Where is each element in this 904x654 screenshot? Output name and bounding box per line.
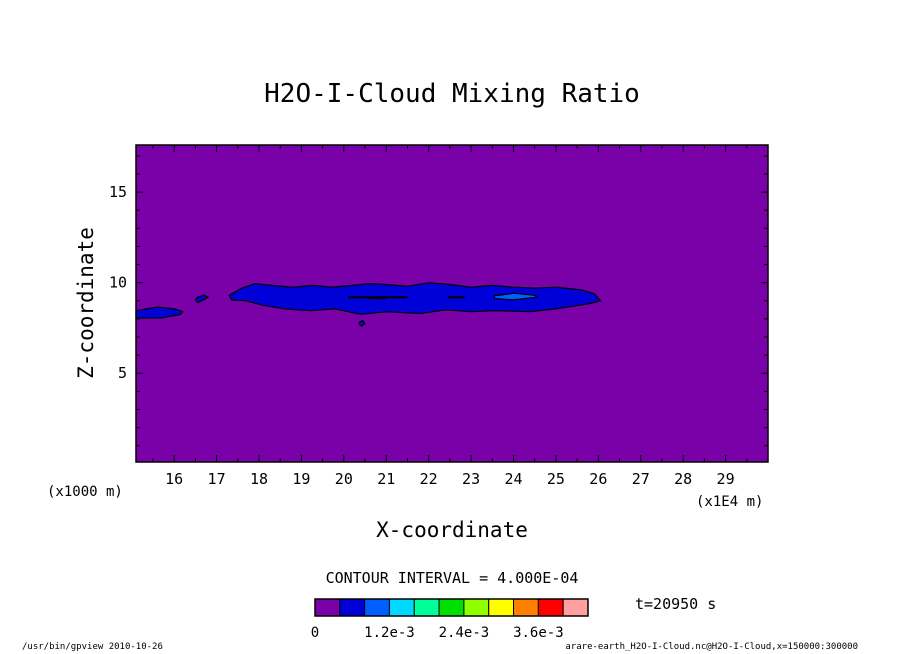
- x-axis-ticks: 16 17 18 19 20 21 22 23 24 25 26 27 28 29: [152, 145, 748, 488]
- colorbar-label: 2.4e-3: [439, 625, 490, 641]
- x-tick-label: 20: [335, 470, 353, 488]
- x-axis-label: X-coordinate: [376, 518, 528, 542]
- x-tick-label: 17: [208, 470, 226, 488]
- contour-region-3: [228, 282, 602, 316]
- colorbar-swatch-1: [339, 598, 366, 617]
- contour-region-2: [194, 294, 210, 304]
- x-tick-label: 22: [420, 470, 438, 488]
- x-tick-label: 23: [462, 470, 480, 488]
- x-unit-right: (x1E4 m): [696, 494, 763, 510]
- y-tick-label: 15: [109, 183, 127, 201]
- y-axis-label: Z-coordinate: [74, 227, 98, 379]
- colorbar-swatch-2: [364, 598, 390, 617]
- contour-region-1: [135, 306, 184, 319]
- colorbar-swatch-5: [438, 598, 465, 617]
- colorbar-swatch-8: [513, 598, 539, 617]
- colorbar-swatch-6: [463, 598, 490, 617]
- colorbar-swatch-7: [488, 598, 515, 617]
- x-unit-left: (x1000 m): [47, 484, 123, 500]
- contour-region-5: [493, 292, 539, 301]
- chart-title: H2O-I-Cloud Mixing Ratio: [264, 79, 640, 109]
- colorbar-swatch-4: [413, 598, 440, 617]
- y-tick-label: 5: [118, 364, 127, 382]
- time-label: t=20950 s: [635, 595, 716, 613]
- x-tick-label: 25: [547, 470, 565, 488]
- contour-interval-text: CONTOUR INTERVAL = 4.000E-04: [326, 569, 579, 587]
- x-tick-label: 28: [674, 470, 692, 488]
- colorbar-swatch-9: [537, 598, 564, 617]
- x-tick-label: 24: [504, 470, 522, 488]
- colorbar-frame: [314, 598, 589, 617]
- contour-lines: [348, 296, 465, 300]
- x-tick-label: 19: [292, 470, 310, 488]
- colorbar-swatch-10: [562, 598, 589, 617]
- x-tick-label: 26: [589, 470, 607, 488]
- x-tick-label: 16: [165, 470, 183, 488]
- colorbar-swatch-0: [314, 598, 341, 617]
- x-tick-label: 18: [250, 470, 268, 488]
- colorbar-label: 3.6e-3: [513, 625, 564, 641]
- colorbar-labels: 0 1.2e-3 2.4e-3 3.6e-3: [311, 625, 564, 641]
- y-tick-label: 10: [109, 274, 127, 292]
- contour-region-4: [358, 320, 366, 327]
- colorbar: [314, 598, 589, 617]
- colorbar-label: 1.2e-3: [364, 625, 415, 641]
- colorbar-swatch-3: [388, 598, 415, 617]
- contour-regions: [135, 282, 602, 327]
- footer-right: arare-earth_H2O-I-Cloud.nc@H2O-I-Cloud,x…: [565, 642, 858, 652]
- footer-left: /usr/bin/gpview 2010-10-26: [22, 642, 163, 652]
- x-tick-label: 27: [632, 470, 650, 488]
- colorbar-label: 0: [311, 625, 319, 641]
- x-tick-label: 29: [717, 470, 735, 488]
- x-tick-label: 21: [377, 470, 395, 488]
- plot-frame: [135, 144, 769, 463]
- y-axis-ticks: 5 10 15: [109, 155, 768, 447]
